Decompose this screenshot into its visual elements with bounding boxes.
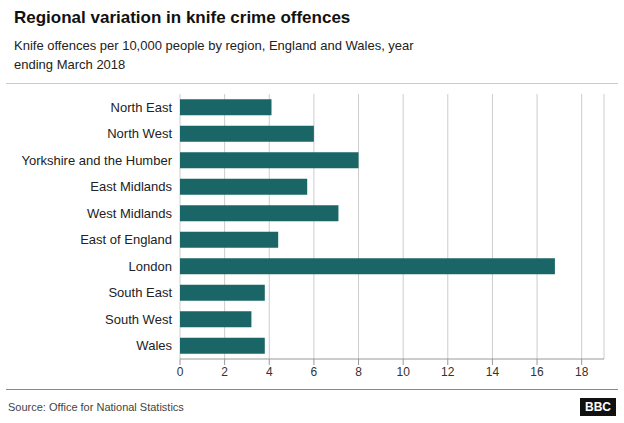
svg-text:North West: North West: [107, 126, 172, 141]
svg-text:18: 18: [575, 365, 589, 379]
svg-text:8: 8: [355, 365, 362, 379]
svg-text:East of England: East of England: [80, 232, 172, 247]
svg-text:6: 6: [311, 365, 318, 379]
html-text:Regional variation in knife cr: Regional variation in knife crime offenc…: [14, 8, 351, 27]
svg-text:12: 12: [441, 365, 455, 379]
svg-text:West Midlands: West Midlands: [87, 206, 173, 221]
svg-text:North East: North East: [111, 100, 173, 115]
html-text:ending March 2018: ending March 2018: [14, 57, 126, 72]
svg-text:Wales: Wales: [136, 338, 172, 353]
html-text:Source: Office for National St: Source: Office for National Statistics: [8, 400, 184, 413]
svg-text:10: 10: [396, 365, 410, 379]
svg-text:Yorkshire and the Humber: Yorkshire and the Humber: [21, 153, 172, 168]
svg-text:4: 4: [266, 365, 273, 379]
svg-text:East Midlands: East Midlands: [90, 179, 172, 194]
svg-text:2: 2: [221, 365, 228, 379]
html-text:BBC: BBC: [585, 399, 611, 414]
svg-text:16: 16: [530, 365, 544, 379]
html-text:Knife offences per 10,000 peop: Knife offences per 10,000 people by regi…: [14, 38, 414, 53]
svg-text:South East: South East: [108, 285, 172, 300]
svg-text:14: 14: [486, 365, 500, 379]
svg-text:London: London: [129, 259, 172, 274]
svg-text:South West: South West: [105, 312, 172, 327]
svg-text:0: 0: [177, 365, 184, 379]
